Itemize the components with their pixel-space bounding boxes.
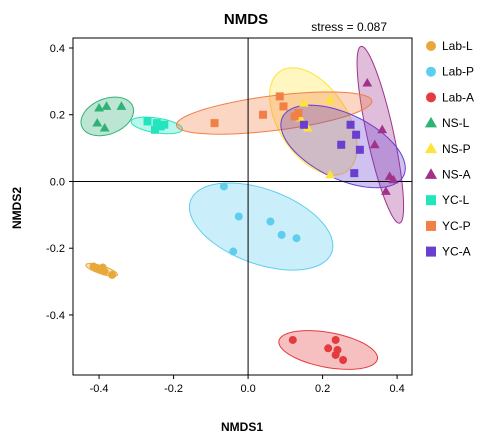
point-yc-a-5 — [350, 169, 359, 178]
point-ns-p-2 — [325, 94, 335, 104]
points-layer — [89, 77, 399, 364]
point-ns-l-4 — [99, 122, 110, 132]
point-yc-a-4 — [352, 130, 361, 139]
legend-label-yc-l: YC-L — [442, 193, 470, 207]
point-ns-p-5 — [325, 169, 335, 179]
legend-item-yc-p: YC-P — [426, 219, 471, 233]
point-ns-a-1 — [362, 77, 373, 87]
point-yc-a-1 — [299, 120, 308, 129]
legend-item-ns-l: NS-L — [424, 116, 470, 130]
point-lab-p-3 — [229, 247, 238, 256]
legend-marker-yc-p — [426, 220, 436, 231]
point-yc-a-3 — [346, 120, 355, 129]
legend-label-lab-a: Lab-A — [442, 90, 474, 104]
point-lab-p-2 — [234, 212, 243, 221]
ellipse-yc-p — [175, 91, 373, 135]
legend-marker-ns-a — [424, 168, 438, 179]
point-ns-a-5 — [381, 186, 391, 195]
x-tick-label: -0.2 — [164, 383, 183, 395]
point-yc-l-1 — [143, 117, 152, 126]
point-yc-a-2 — [337, 140, 346, 149]
point-ns-p-1 — [299, 97, 309, 107]
legend-marker-ns-p — [424, 142, 438, 154]
ellipse-lab-p — [188, 182, 334, 271]
axis-ticks: -0.4 -0.2 0.0 0.2 0.4 -0.4 -0.2 0.0 0.2 0.4 — [46, 43, 405, 395]
point-ns-a-6 — [388, 174, 399, 184]
y-tick-label: -0.4 — [46, 310, 65, 322]
legend-label-ns-a: NS-A — [442, 168, 471, 182]
point-lab-p-4 — [266, 217, 275, 226]
plot-frame — [72, 37, 413, 376]
x-tick-label: 0.0 — [240, 383, 255, 395]
stress-annotation: stress = 0.087 — [311, 20, 387, 34]
x-tick-label: 0.4 — [389, 383, 404, 395]
point-yc-p-2 — [258, 110, 267, 119]
legend-label-lab-p: Lab-P — [442, 65, 474, 79]
legend-label-ns-l: NS-L — [442, 116, 470, 130]
x-axis-label: NMDS1 — [221, 420, 263, 434]
x-tick-label: -0.4 — [90, 383, 109, 395]
chart-title: NMDS — [224, 11, 268, 28]
legend-label-lab-l: Lab-L — [442, 39, 473, 53]
ellipses-layer — [80, 45, 406, 370]
point-ns-l-1 — [94, 102, 104, 112]
point-yc-p-4 — [279, 102, 288, 111]
legend-marker-lab-l — [426, 41, 436, 51]
point-ns-l-2 — [101, 101, 112, 110]
point-ns-a-2 — [377, 124, 388, 134]
legend-label-yc-a: YC-A — [442, 245, 471, 259]
reference-lines — [73, 38, 412, 375]
legend-item-lab-a: Lab-A — [426, 90, 474, 104]
legend-marker-yc-l — [426, 195, 436, 206]
legend-item-lab-p: Lab-P — [426, 65, 474, 79]
legend-marker-lab-a — [426, 92, 436, 103]
legend-marker-yc-a — [426, 246, 436, 257]
legend-item-yc-l: YC-L — [426, 193, 470, 207]
point-yc-p-1 — [210, 119, 219, 128]
point-ns-l-5 — [116, 101, 127, 110]
y-tick-label: -0.2 — [46, 243, 65, 255]
point-lab-a-1 — [288, 335, 297, 344]
y-tick-label: 0.2 — [50, 110, 65, 122]
point-lab-a-3 — [331, 335, 340, 344]
legend-marker-ns-l — [424, 116, 438, 128]
y-tick-label: 0.4 — [50, 43, 65, 55]
point-ns-a-3 — [369, 139, 380, 149]
point-yc-l-4 — [150, 125, 159, 134]
legend-item-yc-a: YC-A — [426, 245, 471, 259]
point-lab-p-5 — [277, 230, 286, 239]
point-lab-p-6 — [292, 234, 301, 243]
x-tick-label: 0.2 — [315, 383, 330, 395]
point-lab-a-2 — [324, 344, 333, 353]
point-ns-l-3 — [92, 117, 103, 127]
point-yc-p-6 — [294, 109, 303, 118]
point-lab-p-1 — [219, 182, 228, 191]
y-axis-label: NMDS2 — [10, 187, 24, 229]
point-lab-l-5 — [100, 267, 109, 276]
point-lab-l-6 — [108, 270, 117, 279]
legend-marker-lab-p — [426, 66, 436, 77]
legend-item-ns-p: NS-P — [424, 142, 471, 156]
point-yc-l-5 — [160, 120, 169, 129]
point-lab-a-5 — [339, 355, 348, 364]
legend-label-yc-p: YC-P — [442, 219, 471, 233]
legend: Lab-L Lab-P Lab-A NS-L NS-P NS-A YC-L YC-P YC-A — [424, 39, 474, 259]
y-tick-label: 0.0 — [50, 176, 65, 188]
legend-item-lab-l: Lab-L — [426, 39, 473, 53]
point-yc-p-3 — [275, 92, 284, 101]
legend-label-ns-p: NS-P — [442, 142, 471, 156]
legend-item-ns-a: NS-A — [424, 168, 471, 182]
point-lab-a-6 — [333, 345, 342, 354]
point-yc-a-6 — [355, 145, 364, 154]
